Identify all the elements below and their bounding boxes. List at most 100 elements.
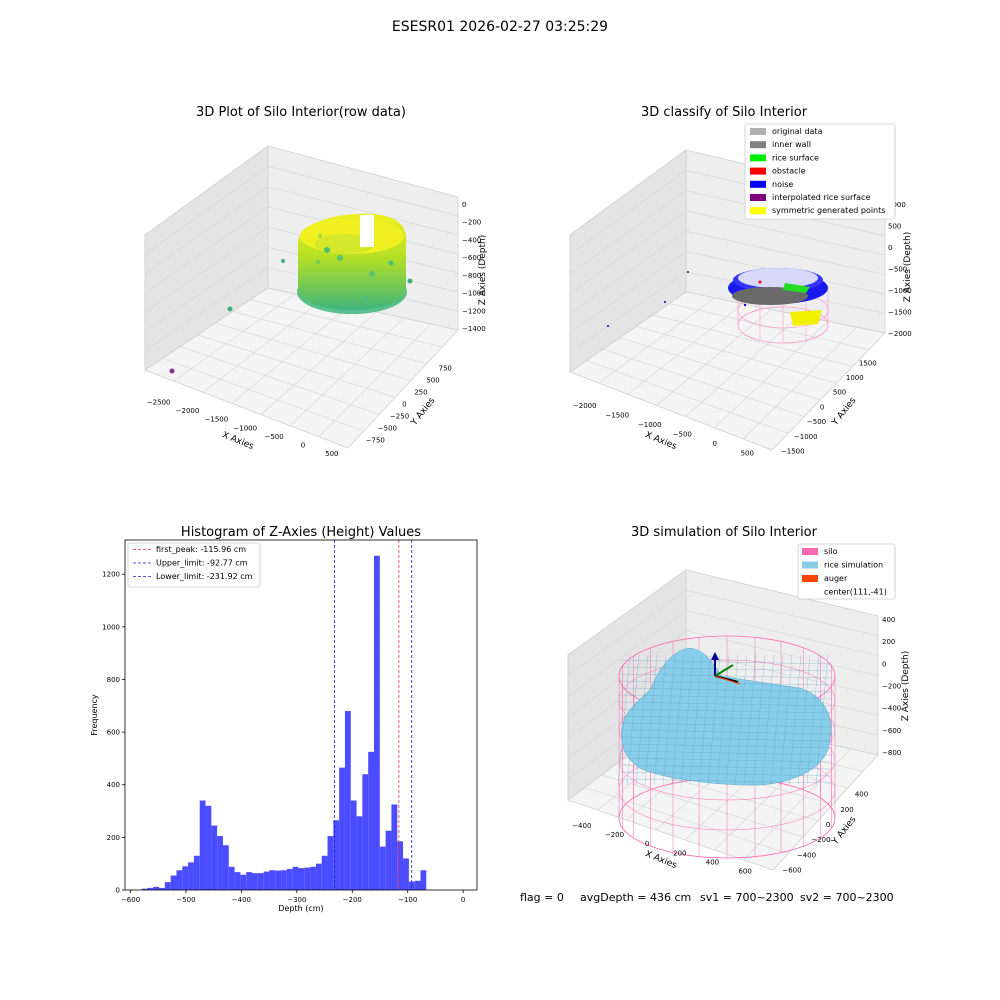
grid-line [260, 311, 377, 415]
legend-label: original data [772, 127, 823, 136]
grid-line [144, 186, 459, 274]
histogram-bar [205, 805, 212, 890]
rice-mesh-line [619, 729, 833, 735]
legend-label: rice simulation [824, 561, 883, 570]
x-tick-label: −400 [232, 896, 251, 904]
x-tick-label: −400 [572, 822, 591, 830]
z-tick-label: 1000 [888, 201, 906, 209]
rice-mesh-line [635, 654, 649, 786]
histogram-title: Histogram of Z-Axies (Height) Values [181, 525, 421, 540]
z-tick-label: 0 [882, 660, 886, 668]
y-tick-label: 1500 [859, 359, 877, 367]
grid-line [743, 748, 851, 861]
x-tick-label: −200 [605, 831, 624, 839]
histogram-bar [298, 868, 305, 890]
y-tick-label: 500 [426, 376, 439, 384]
y-tick-label: −200 [811, 836, 830, 844]
y-tick-label: −400 [797, 851, 816, 859]
y-tick-label: 200 [107, 834, 120, 842]
histogram-bars [141, 555, 427, 890]
footer-avg-depth: avgDepth = 436 cm [580, 891, 691, 904]
histogram-bar [397, 841, 404, 890]
histogram-bar [368, 751, 375, 890]
histogram-bar [286, 868, 293, 890]
x-tick-label: −2000 [573, 402, 597, 410]
histogram-y-ticks: 0 200 400 600 800 1000 1200 [102, 571, 125, 895]
x-tick-label: −500 [264, 433, 283, 441]
legend-swatch [802, 561, 818, 569]
histogram-bar [379, 846, 386, 890]
histogram-bar [327, 836, 334, 890]
z-tick-label: 500 [888, 223, 901, 231]
legend-swatch [750, 180, 766, 188]
legend-label: center(111,-41) [824, 588, 887, 597]
panel2-classified-cloud [607, 268, 829, 344]
histogram-bar [147, 887, 154, 890]
rice-mesh-line [619, 659, 833, 665]
histogram-bar [240, 874, 247, 890]
grid-line [569, 230, 886, 314]
y-tick-label: 1000 [846, 374, 864, 382]
grid-line [669, 303, 869, 351]
y-tick-label: −1000 [794, 433, 818, 441]
rice-mesh-line [788, 654, 802, 786]
y-tick-label: 0 [820, 403, 824, 411]
x-tick-label: 0 [301, 441, 305, 449]
y-tick-label: −750 [366, 436, 385, 444]
y-tick-label: −1500 [781, 448, 805, 456]
legend-swatch [802, 575, 818, 582]
panel1-ylabel: Y Axies [409, 396, 438, 429]
z-tick-label: −500 [888, 266, 907, 274]
y-tick-label: 0 [826, 821, 830, 829]
rice-mesh-line [761, 654, 775, 786]
y-tick-label: −600 [782, 866, 801, 874]
y-tick-label: 0 [402, 400, 406, 408]
legend-label: obstacle [772, 167, 806, 176]
status-footer: flag = 0 avgDepth = 436 cm sv1 = 700~230… [520, 891, 894, 904]
z-tick-label: 0 [888, 244, 892, 252]
legend-swatch [750, 194, 766, 201]
grid-line [180, 346, 380, 415]
rice-mesh-line [626, 654, 640, 786]
grid-line [598, 297, 715, 384]
histogram-bar [211, 825, 218, 890]
rice-mesh-line [662, 654, 676, 786]
panel1-point-cloud [169, 213, 413, 374]
x-tick-label: −500 [673, 430, 692, 438]
legend-label: inner wall [772, 140, 811, 149]
x-tick-label: 500 [741, 449, 754, 457]
histogram-reference-lines [334, 540, 413, 890]
z-tick-label: 400 [882, 616, 895, 624]
y-tick-label: −500 [378, 424, 397, 432]
z-tick-label: −2000 [888, 330, 912, 338]
footer-sv1: sv1 = 700~2300 [700, 891, 794, 904]
histogram-bar [257, 873, 264, 890]
rice-mesh-line [671, 654, 685, 786]
footer-sv2: sv2 = 700~2300 [800, 891, 894, 904]
rice-mesh-line [734, 654, 748, 786]
histogram-bar [153, 886, 160, 890]
x-tick-label: −600 [121, 896, 140, 904]
y-tick-label: −250 [390, 412, 409, 420]
panel-classify-3d: 3D classify of Silo Interior [569, 105, 913, 457]
y-tick-label: 500 [833, 389, 846, 397]
histogram-bar [414, 880, 421, 890]
x-tick-label: 600 [738, 868, 751, 876]
histogram-bar [159, 887, 165, 890]
rice-mesh-line [779, 654, 793, 786]
y-tick-label: 800 [107, 676, 120, 684]
x-tick-label: −300 [287, 896, 306, 904]
legend-label: rice surface [772, 153, 819, 162]
rice-mesh-line [815, 654, 829, 786]
x-tick-label: −1500 [605, 411, 629, 419]
histogram-bar [315, 863, 322, 890]
grid-line [567, 610, 879, 697]
x-tick-label: 400 [706, 858, 719, 866]
x-tick-label: 200 [673, 849, 686, 857]
grid-line [144, 165, 459, 255]
x-tick-label: −1500 [205, 416, 229, 424]
grid-line [567, 589, 879, 676]
legend-swatch [750, 154, 766, 162]
z-tick-label: −200 [462, 219, 481, 227]
histogram-legend: first_peak: -115.96 cm Upper_limit: -92.7… [127, 542, 261, 588]
